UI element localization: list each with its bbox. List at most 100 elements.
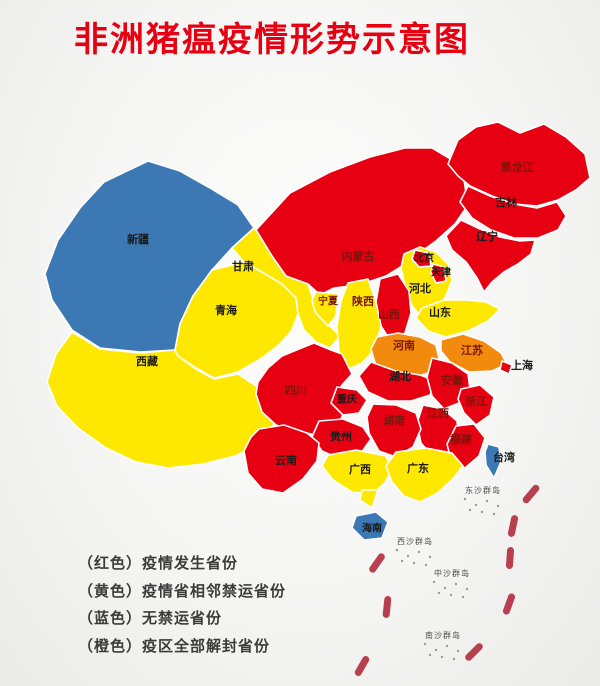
island-speck	[437, 591, 441, 595]
island-speck	[485, 499, 489, 503]
legend: （红色）疫情发生省份 （黄色）疫情省相邻禁运省份 （蓝色）无禁运省份 （橙色）疫…	[78, 550, 286, 660]
province-label-青海: 青海	[215, 303, 237, 317]
province-label-云南: 云南	[275, 453, 297, 467]
island-speck	[424, 563, 428, 567]
island-speck	[449, 593, 453, 597]
province-云南	[243, 424, 320, 494]
province-label-贵州: 贵州	[330, 429, 352, 443]
nine-dash-segment	[382, 596, 392, 618]
nine-dash-segment	[369, 553, 385, 573]
province-label-西藏: 西藏	[136, 354, 158, 368]
island-speck	[432, 580, 436, 584]
province-label-广东: 广东	[407, 461, 429, 475]
island-speck	[465, 587, 469, 591]
nine-dash-segment	[507, 515, 519, 537]
province-label-江西: 江西	[427, 406, 449, 420]
province-湖北	[358, 361, 437, 402]
province-label-甘肃: 甘肃	[232, 259, 254, 273]
province-label-湖南: 湖南	[383, 413, 405, 427]
province-label-海南: 海南	[362, 522, 382, 535]
island-speck	[440, 655, 444, 659]
province-重庆	[330, 386, 368, 416]
island-speck	[492, 512, 496, 516]
province-台湾	[484, 443, 502, 479]
island-speck	[434, 648, 438, 652]
province-辽宁	[445, 219, 536, 293]
province-label-安徽: 安徽	[441, 373, 464, 387]
province-label-广西: 广西	[349, 462, 371, 476]
island-speck	[400, 559, 404, 563]
nine-dash-segment	[522, 484, 540, 504]
province-label-四川: 四川	[285, 384, 307, 397]
island-speck	[496, 504, 500, 508]
province-label-陕西: 陕西	[352, 294, 374, 308]
province-江苏	[440, 333, 508, 373]
province-北京	[411, 249, 432, 268]
legend-item-blue: （蓝色）无禁运省份	[78, 610, 223, 627]
island-speck	[461, 595, 465, 599]
province-label-河南: 河南	[393, 338, 415, 352]
province-label-新疆: 新疆	[127, 232, 149, 246]
province-label-重庆: 重庆	[337, 393, 357, 406]
province-陕西	[336, 278, 382, 370]
island-speck	[428, 555, 432, 559]
province-label-福建: 福建	[449, 432, 473, 446]
province-label-山东: 山东	[429, 305, 451, 319]
province-山东	[415, 299, 501, 338]
island-speck	[454, 582, 458, 586]
province-label-内蒙古: 内蒙古	[342, 249, 375, 263]
island-speck	[395, 548, 399, 552]
page-title: 非洲猪瘟疫情形势示意图	[74, 21, 470, 59]
province-label-湖北: 湖北	[389, 369, 411, 383]
island-speck	[480, 510, 484, 514]
island-speck	[456, 649, 460, 653]
nine-dash-segment	[505, 547, 515, 569]
province-海南	[351, 511, 389, 541]
province-label-辽宁: 辽宁	[476, 229, 498, 243]
province-福建	[446, 423, 486, 469]
island-speck	[445, 644, 449, 648]
province-黑龙江	[447, 121, 591, 207]
legend-item-orange: （橙色）疫区全部解封省份	[78, 637, 271, 655]
island-speck	[468, 508, 472, 512]
island-speck	[463, 497, 467, 501]
province-上海	[499, 360, 513, 375]
province-广西	[321, 449, 393, 495]
province-label-宁夏: 宁夏	[318, 295, 339, 308]
island-speck	[423, 642, 427, 646]
province-宁夏	[311, 291, 339, 327]
province-label-河北: 河北	[409, 281, 431, 295]
province-吉林	[459, 185, 567, 239]
island-speck	[412, 561, 416, 565]
province-广东	[359, 447, 464, 509]
province-天津	[430, 263, 447, 284]
province-label-山西: 山西	[378, 307, 400, 321]
island-speck	[443, 586, 447, 590]
province-label-江苏: 江苏	[461, 343, 483, 357]
island-label-西沙群岛: 西沙群岛	[397, 536, 433, 546]
province-浙江	[457, 384, 495, 426]
island-label-东沙群岛: 东沙群岛	[465, 485, 501, 495]
province-label-浙江: 浙江	[465, 394, 487, 408]
legend-item-red: （红色）疫情发生省份	[78, 555, 239, 572]
nine-dash-segment	[502, 593, 516, 615]
province-label-台湾: 台湾	[493, 450, 515, 464]
province-label-上海: 上海	[511, 358, 533, 372]
province-西藏	[46, 331, 275, 469]
island-speck	[417, 550, 421, 554]
island-label-中沙群岛: 中沙群岛	[434, 568, 470, 578]
island-speck	[428, 653, 432, 657]
nine-dash-segment	[354, 656, 370, 676]
island-speck	[406, 554, 410, 558]
island-speck	[474, 503, 478, 507]
legend-item-yellow: （黄色）疫情省相邻禁运省份	[78, 582, 287, 600]
island-speck	[452, 657, 456, 661]
province-label-吉林: 吉林	[495, 195, 517, 209]
province-label-天津: 天津	[431, 266, 451, 279]
province-regions-layer	[44, 121, 591, 541]
nine-dash-segment	[465, 643, 483, 661]
